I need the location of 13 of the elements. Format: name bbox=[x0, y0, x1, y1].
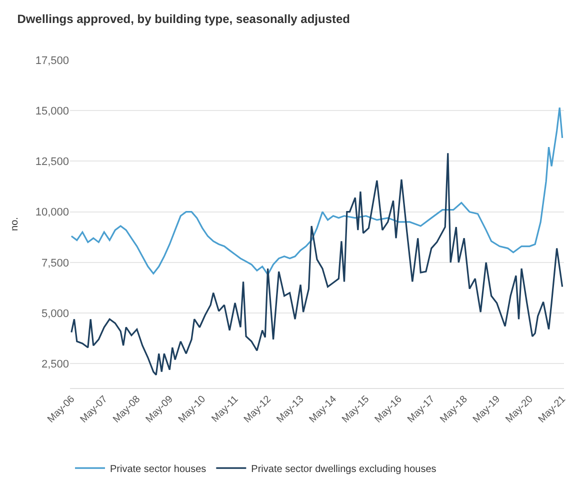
y-axis-title: no. bbox=[9, 217, 20, 231]
legend-label: Private sector dwellings excluding houses bbox=[251, 464, 436, 475]
legend-label: Private sector houses bbox=[110, 464, 206, 475]
y-tick-label: 17,500 bbox=[35, 54, 69, 67]
y-tick-label: 7,500 bbox=[41, 257, 69, 270]
y-tick-label: 5,000 bbox=[41, 308, 69, 320]
line-series bbox=[70, 152, 564, 376]
y-tick-label: 10,000 bbox=[35, 206, 69, 219]
y-tick-label: 2,500 bbox=[41, 358, 69, 371]
y-tick-label: 15,000 bbox=[35, 105, 69, 118]
line-series bbox=[70, 106, 564, 276]
y-tick-label: 12,500 bbox=[35, 156, 69, 168]
chart-title: Dwellings approved, by building type, seasonally adjusted bbox=[17, 12, 350, 26]
